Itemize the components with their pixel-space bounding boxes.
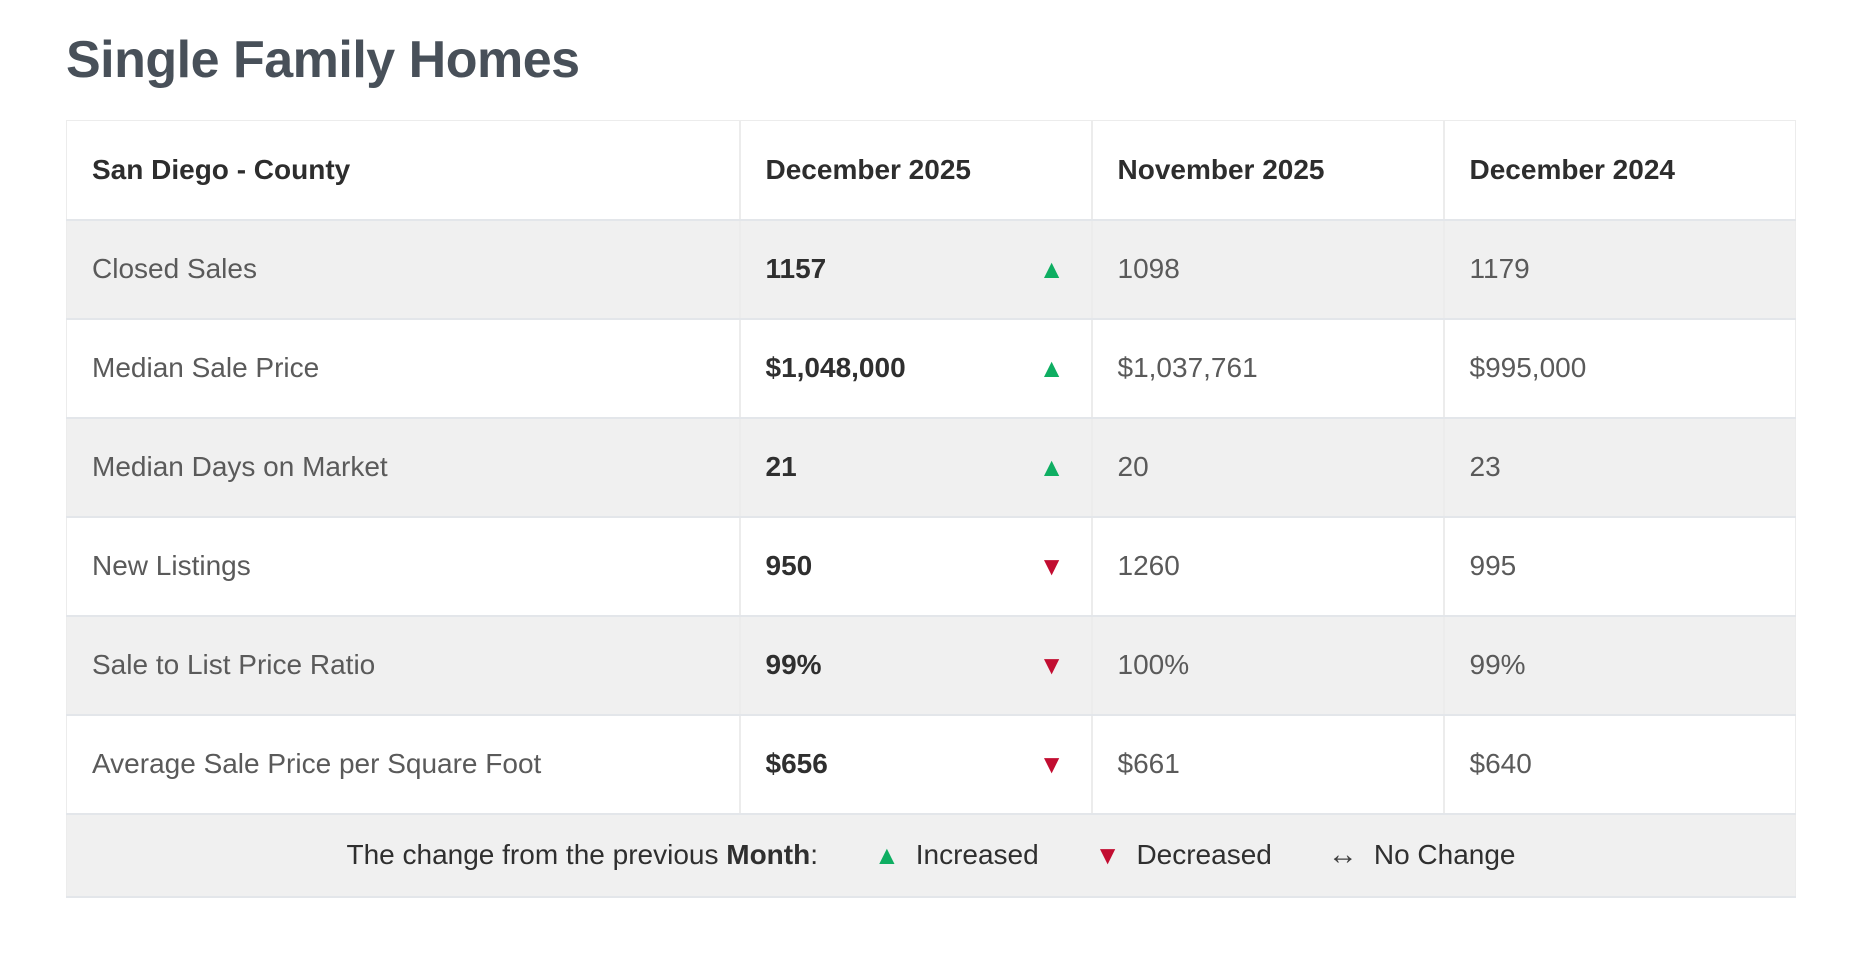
legend-no-change-label: No Change (1373, 839, 1516, 870)
current-month-value: 1157 (765, 253, 827, 284)
current-month-value: $1,048,000 (765, 352, 906, 383)
legend-caption-bold: Month (726, 839, 811, 870)
trend-up-icon: ▲ (1038, 254, 1065, 284)
current-month-cell: 21 ▲ (738, 417, 1092, 518)
current-month-value: 950 (765, 550, 813, 581)
legend-no-change: ↔ No Change (1328, 839, 1516, 871)
legend-decreased: ▼ Decreased (1095, 839, 1272, 871)
legend-increased-label: Increased (915, 839, 1039, 870)
legend-caption-prefix: The change from the previous (346, 839, 719, 870)
legend-decreased-label: Decreased (1136, 839, 1272, 870)
previous-year-value: $640 (1442, 714, 1796, 815)
page-title: Single Family Homes (66, 31, 580, 89)
previous-year-value: $995,000 (1442, 318, 1796, 419)
trend-up-icon: ▲ (1038, 452, 1065, 482)
legend-increased: ▲ Increased (874, 839, 1039, 871)
metric-label: Median Sale Price (66, 318, 740, 419)
column-header-previous-year: December 2024 (1442, 120, 1796, 221)
previous-month-value: $661 (1090, 714, 1444, 815)
trend-up-icon: ▲ (1038, 353, 1065, 383)
current-month-value: 99% (765, 649, 822, 680)
no-change-arrow-icon: ↔ (1327, 838, 1358, 871)
trend-down-icon: ▼ (1094, 840, 1121, 870)
metric-label: Median Days on Market (66, 417, 740, 518)
previous-month-value: 1098 (1090, 219, 1444, 320)
current-month-cell: $1,048,000 ▲ (738, 318, 1092, 419)
trend-down-icon: ▼ (1038, 650, 1065, 680)
table-row: Closed Sales 1157 ▲ 1098 1179 (66, 219, 1796, 320)
metric-label: Closed Sales (66, 219, 740, 320)
current-month-value: $656 (765, 748, 828, 779)
current-month-cell: 1157 ▲ (738, 219, 1092, 320)
table-row: Median Days on Market 21 ▲ 20 23 (66, 417, 1796, 518)
trend-down-icon: ▼ (1038, 551, 1065, 581)
table-row: Sale to List Price Ratio 99% ▼ 100% 99% (66, 615, 1796, 716)
market-stats-table: San Diego - County December 2025 Novembe… (66, 120, 1796, 898)
metric-label: New Listings (66, 516, 740, 617)
header-row: San Diego - County December 2025 Novembe… (66, 120, 1796, 221)
previous-month-value: 20 (1090, 417, 1444, 518)
table-row: New Listings 950 ▼ 1260 995 (66, 516, 1796, 617)
previous-month-value: $1,037,761 (1090, 318, 1444, 419)
legend-row: The change from the previous Month: ▲ In… (66, 813, 1796, 898)
previous-year-value: 1179 (1442, 219, 1796, 320)
current-month-cell: 950 ▼ (738, 516, 1092, 617)
metric-label: Average Sale Price per Square Foot (66, 714, 740, 815)
column-header-region: San Diego - County (66, 120, 740, 221)
current-month-cell: 99% ▼ (738, 615, 1092, 716)
trend-down-icon: ▼ (1038, 749, 1065, 779)
column-header-current-month: December 2025 (738, 120, 1092, 221)
legend-caption-suffix: : (810, 839, 818, 870)
table-row: Median Sale Price $1,048,000 ▲ $1,037,76… (66, 318, 1796, 419)
current-month-value: 21 (765, 451, 797, 482)
previous-month-value: 1260 (1090, 516, 1444, 617)
previous-year-value: 995 (1442, 516, 1796, 617)
legend-caption: The change from the previous Month: (346, 839, 818, 871)
previous-year-value: 23 (1442, 417, 1796, 518)
legend: The change from the previous Month: ▲ In… (67, 839, 1795, 871)
previous-year-value: 99% (1442, 615, 1796, 716)
column-header-previous-month: November 2025 (1090, 120, 1444, 221)
current-month-cell: $656 ▼ (738, 714, 1092, 815)
table-row: Average Sale Price per Square Foot $656 … (66, 714, 1796, 815)
metric-label: Sale to List Price Ratio (66, 615, 740, 716)
trend-up-icon: ▲ (874, 840, 900, 870)
previous-month-value: 100% (1090, 615, 1444, 716)
